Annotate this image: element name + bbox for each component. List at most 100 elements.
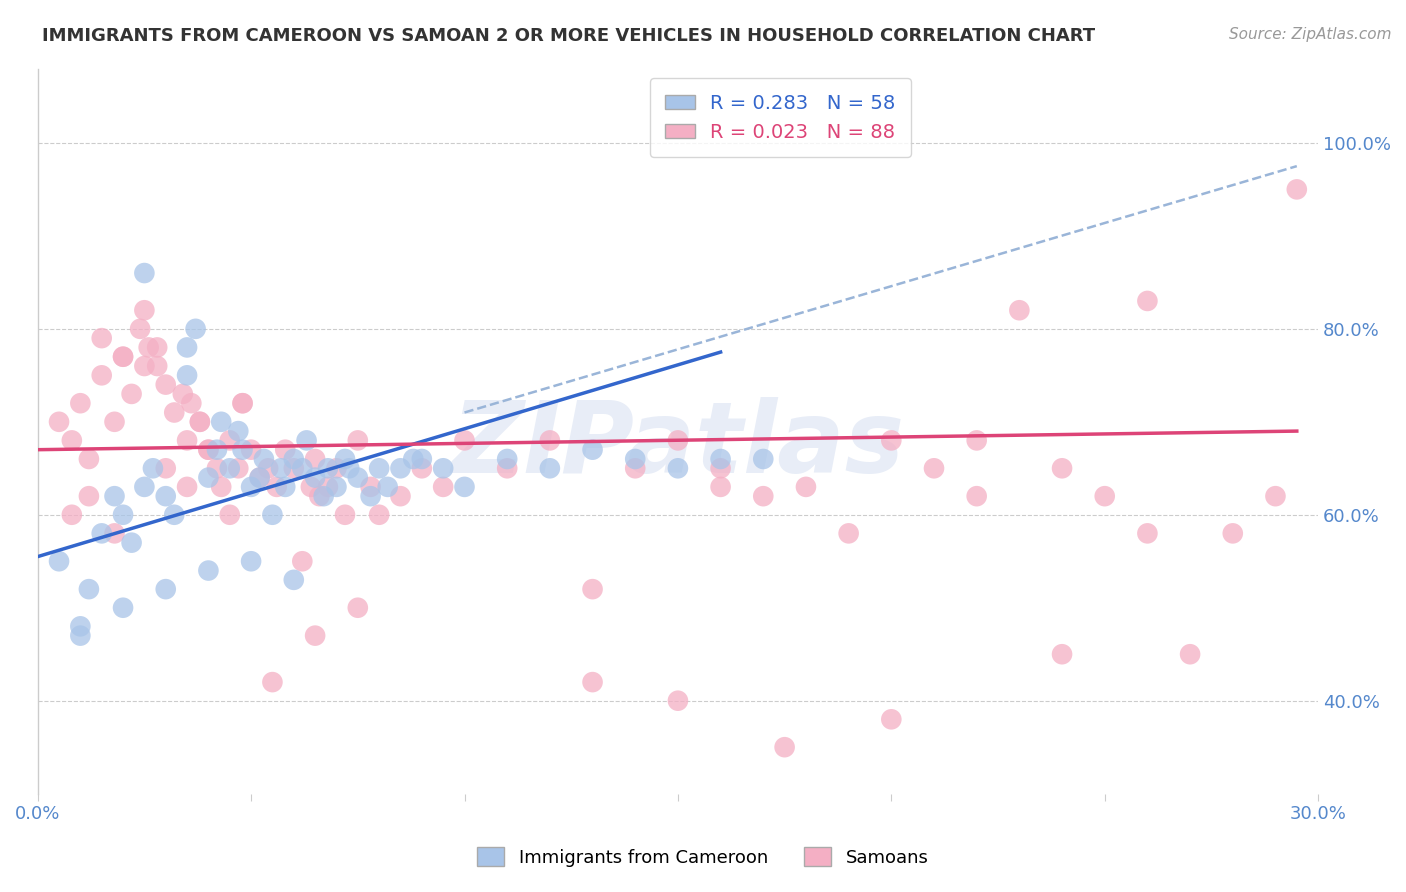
Point [134,303,156,318]
Point [538,434,561,448]
Point [103,489,125,503]
Point [666,461,689,475]
Point [453,434,475,448]
Point [283,461,305,475]
Point [69,629,91,643]
Point [121,535,143,549]
Point [838,526,860,541]
Point [283,573,305,587]
Point [773,740,796,755]
Legend: Immigrants from Cameroon, Samoans: Immigrants from Cameroon, Samoans [470,840,936,874]
Point [1094,489,1116,503]
Point [389,489,412,503]
Point [411,452,433,467]
Point [316,480,339,494]
Point [249,470,271,484]
Point [205,442,228,457]
Point [368,508,391,522]
Point [432,461,454,475]
Point [411,461,433,475]
Point [112,508,135,522]
Point [346,434,368,448]
Point [752,489,775,503]
Point [453,480,475,494]
Point [121,387,143,401]
Point [48,415,70,429]
Point [262,675,284,690]
Point [218,508,240,522]
Point [1136,293,1159,308]
Point [176,368,198,383]
Point [240,480,263,494]
Point [304,452,326,467]
Point [134,359,156,373]
Text: IMMIGRANTS FROM CAMEROON VS SAMOAN 2 OR MORE VEHICLES IN HOUSEHOLD CORRELATION C: IMMIGRANTS FROM CAMEROON VS SAMOAN 2 OR … [42,27,1095,45]
Point [172,387,194,401]
Point [90,331,112,345]
Point [253,452,276,467]
Point [103,526,125,541]
Point [624,452,647,467]
Point [432,480,454,494]
Point [581,442,603,457]
Point [249,470,271,484]
Point [624,461,647,475]
Point [337,461,360,475]
Point [325,461,347,475]
Point [257,461,280,475]
Point [188,415,211,429]
Point [77,452,100,467]
Point [103,415,125,429]
Point [346,600,368,615]
Point [274,442,297,457]
Point [112,600,135,615]
Point [368,461,391,475]
Point [155,461,177,475]
Text: ZIPatlas: ZIPatlas [451,397,904,494]
Point [90,368,112,383]
Point [90,526,112,541]
Point [142,461,165,475]
Point [312,489,335,503]
Point [304,470,326,484]
Point [205,461,228,475]
Point [402,452,425,467]
Point [163,508,186,522]
Point [112,350,135,364]
Point [794,480,817,494]
Point [155,582,177,596]
Point [389,461,412,475]
Point [1050,647,1073,661]
Point [291,554,314,568]
Point [710,452,733,467]
Point [1285,182,1308,196]
Point [922,461,945,475]
Point [325,480,347,494]
Point [232,396,254,410]
Point [1008,303,1031,318]
Point [155,489,177,503]
Point [218,434,240,448]
Point [666,694,689,708]
Point [129,322,152,336]
Point [1178,647,1201,661]
Point [274,480,297,494]
Point [138,340,160,354]
Point [176,480,198,494]
Point [316,461,339,475]
Point [218,461,240,475]
Point [299,480,322,494]
Point [180,396,202,410]
Point [146,340,169,354]
Point [291,461,314,475]
Point [209,415,232,429]
Point [197,442,219,457]
Point [1136,526,1159,541]
Point [262,508,284,522]
Point [112,350,135,364]
Point [581,582,603,596]
Point [146,359,169,373]
Point [163,405,186,419]
Point [377,480,399,494]
Point [496,461,519,475]
